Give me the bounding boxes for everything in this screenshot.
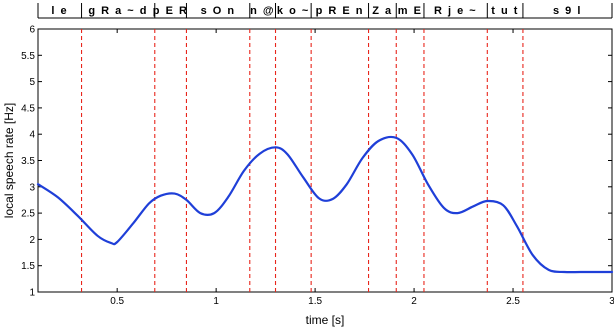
y-tick-label: 2: [29, 235, 35, 246]
x-tick-label: 1: [213, 296, 219, 307]
y-tick-label: 4.5: [21, 103, 35, 114]
segment-label: p R E n: [316, 5, 364, 17]
y-tick-label: 2.5: [21, 209, 35, 220]
phoneme-segment-strip: l e g R a ~ d p E R s O n n @ k o ~ p R E n Z a…: [37, 3, 613, 19]
segment-boundaries: [80, 29, 524, 292]
y-tick-label: 6: [29, 25, 35, 36]
segment-label: s O n: [201, 5, 236, 17]
axis-ticks: 0.5 1 1.5 2 2.5 3 1 1.5 2 2.5 3 3.5 4 4.5 5 5.5 6: [21, 25, 614, 308]
segment-label: l e: [51, 5, 68, 17]
segment-label: t u t: [491, 5, 519, 17]
x-tick-label: 2.5: [506, 296, 520, 307]
y-tick-label: 4: [29, 130, 35, 141]
segment-label: s 9 l: [553, 5, 582, 17]
x-tick-label: 3: [609, 296, 614, 307]
y-tick-label: 1.5: [21, 261, 35, 272]
segment-label: k o ~: [277, 5, 310, 17]
y-tick-label: 3.5: [21, 156, 35, 167]
segment-label: g R a ~ d: [88, 5, 148, 17]
y-tick-label: 5: [29, 77, 35, 88]
segment-label: n @: [250, 5, 275, 17]
speech-rate-line: [36, 135, 614, 274]
x-tick-label: 1.5: [308, 296, 322, 307]
segment-label: p E R: [153, 5, 189, 17]
x-tick-label: 0.5: [110, 296, 124, 307]
y-tick-label: 1: [29, 288, 35, 299]
x-tick-label: 2: [411, 296, 417, 307]
y-axis-label: local speech rate [Hz]: [2, 103, 16, 218]
x-axis-label: time [s]: [306, 313, 345, 327]
y-tick-label: 3: [29, 182, 35, 193]
segment-label: m E: [398, 5, 423, 17]
plot-frame: [37, 28, 613, 293]
segment-label: Z a: [372, 5, 392, 17]
segment-label: R j e ~: [434, 5, 477, 17]
y-tick-label: 5.5: [21, 51, 35, 62]
